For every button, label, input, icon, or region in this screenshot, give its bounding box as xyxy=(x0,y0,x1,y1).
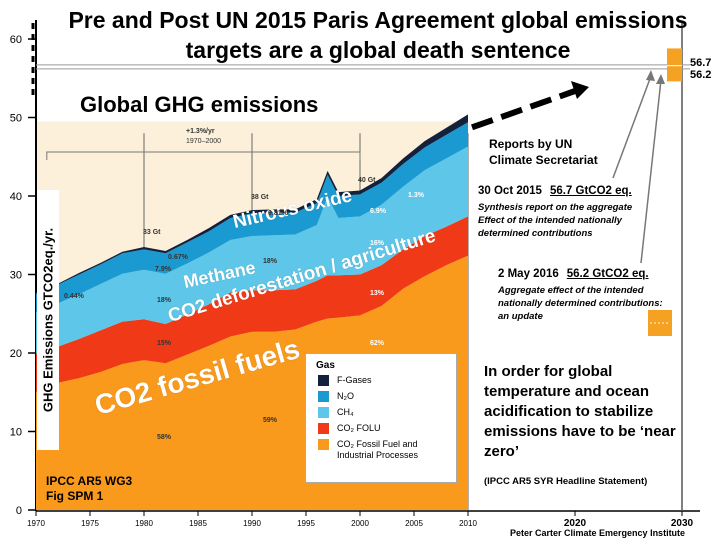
x-tick-label-1980: 1980 xyxy=(135,519,153,528)
legend-item-fgases: F-Gases xyxy=(318,375,456,386)
y-axis-label: GHG Emissions GTCO2eq./yr. xyxy=(40,227,56,413)
x-tick-label-1975: 1975 xyxy=(81,519,99,528)
share-extra-2: 1.3% xyxy=(408,192,424,199)
pointer-line-2 xyxy=(640,79,662,264)
source-line-1: IPCC AR5 WG3 xyxy=(46,474,133,488)
ipcc-statement: In order for global temperature and ocea… xyxy=(484,363,676,460)
share-1970-n2o: 0.44% xyxy=(64,293,84,300)
x-tick-label-1970: 1970 xyxy=(27,519,45,528)
legend-swatch-ch4 xyxy=(318,407,329,418)
legend-item-ch4: CH₄ xyxy=(318,407,456,418)
share-1980-folu: 15% xyxy=(157,340,172,347)
total-2000: 40 Gt xyxy=(358,177,376,184)
total-1980: 33 Gt xyxy=(143,229,161,236)
legend-item-n2o: N₂O xyxy=(318,391,456,402)
source-label: IPCC AR5 WG3 Fig SPM 1 xyxy=(46,474,132,504)
x-tick-label-2020: 2020 xyxy=(564,518,587,529)
y-tick-label-10: 10 xyxy=(10,427,22,439)
credit: Peter Carter Climate Emergency Institute xyxy=(510,528,686,538)
report-2-desc-3: an update xyxy=(498,311,543,322)
share-2000-fossil: 62% xyxy=(370,340,385,347)
legend-label-co2-folu: CO₂ FOLU xyxy=(337,423,381,433)
share-1990-n2o: 0.81% xyxy=(268,210,288,217)
chart-heading: Global GHG emissions xyxy=(80,92,319,117)
legend-item-co2-fossil: CO₂ Fossil Fuel and Industrial Processes xyxy=(318,439,456,461)
pointer-line-1 xyxy=(612,75,652,179)
y-tick-label-20: 20 xyxy=(10,348,22,360)
legend-label-co2-fossil: CO₂ Fossil Fuel and Industrial Processes xyxy=(337,439,419,460)
share-2000-folu: 13% xyxy=(370,290,385,297)
share-1980-fossil: 58% xyxy=(157,434,172,441)
reports-heading-line-2: Climate Secretariat xyxy=(489,153,598,167)
report-1-desc-1: Synthesis report on the aggregate xyxy=(478,202,633,213)
legend-title: Gas xyxy=(316,360,335,371)
report-2-date: 2 May 2016 xyxy=(498,268,559,280)
x-tick-label-1990: 1990 xyxy=(243,519,261,528)
x-tick-label-2000: 2000 xyxy=(351,519,369,528)
legend-item-co2-folu: CO₂ FOLU xyxy=(318,423,456,434)
share-2000-n2o: 6.9% xyxy=(370,208,386,215)
area-series-1 xyxy=(36,216,468,392)
title-line-2: targets are a global death sentence xyxy=(185,37,571,63)
reports-heading: Reports by UN Climate Secretariat xyxy=(489,136,598,168)
area-series-4 xyxy=(36,114,468,294)
legend-swatch-fgases xyxy=(318,375,329,386)
report-oct-2015: 30 Oct 2015 56.7 GtCO2 eq. Synthesis repo… xyxy=(478,183,688,240)
share-1980-n2o: 7.9% xyxy=(155,266,171,273)
total-1990: 38 Gt xyxy=(251,194,269,201)
legend: Gas F-Gases N₂O CH₄ CO₂ FOLU CO₂ Fossil … xyxy=(305,353,457,483)
x-tick-label-2030: 2030 xyxy=(671,518,694,529)
reports-heading-line-1: Reports by UN xyxy=(489,137,573,151)
projection-arrow-head xyxy=(571,81,589,99)
y-tick-label-0: 0 xyxy=(16,505,22,517)
projection-arrow-line xyxy=(471,88,576,131)
target-value-1: 56.7 xyxy=(690,57,712,69)
share-1990-ch4: 18% xyxy=(263,258,278,265)
x-tick-label-2010: 2010 xyxy=(459,519,477,528)
pointer-head-1 xyxy=(646,70,655,81)
y-tick-label-60: 60 xyxy=(10,34,22,46)
legend-label-ch4: CH₄ xyxy=(337,407,354,417)
report-2-desc-2: nationally determined contributions: xyxy=(498,298,663,309)
x-tick-label-1985: 1985 xyxy=(189,519,207,528)
share-extra-1: 0.67% xyxy=(168,254,188,261)
title-line-1: Pre and Post UN 2015 Paris Agreement glo… xyxy=(68,7,688,33)
y-tick-label-50: 50 xyxy=(10,113,22,125)
pointer-head-2 xyxy=(656,74,665,84)
report-1-desc-3: determined contributions xyxy=(478,228,593,239)
report-1-date: 30 Oct 2015 xyxy=(478,185,542,197)
legend-label-n2o: N₂O xyxy=(337,391,354,401)
share-2000-ch4: 16% xyxy=(370,240,385,247)
legend-swatch-co2-folu xyxy=(318,423,329,434)
rate-note-2: 1970–2000 xyxy=(186,138,222,145)
target-value-2: 56.2 xyxy=(690,69,712,81)
source-line-2: Fig SPM 1 xyxy=(46,489,104,503)
x-tick-label-1995: 1995 xyxy=(297,519,315,528)
x-tick-label-2005: 2005 xyxy=(405,519,423,528)
y-axis-label-box: GHG Emissions GTCO2eq./yr. xyxy=(37,190,59,450)
slide-title: Pre and Post UN 2015 Paris Agreement glo… xyxy=(36,5,720,65)
legend-swatch-co2-fossil xyxy=(318,439,329,450)
rate-note-1: +1.3%/yr xyxy=(186,128,215,135)
report-may-2016: 2 May 2016 56.2 GtCO2 eq. Aggregate effec… xyxy=(498,266,694,323)
report-2-desc-1: Aggregate effect of the intended xyxy=(498,285,644,296)
legend-swatch-n2o xyxy=(318,391,329,402)
share-1990-fossil: 59% xyxy=(263,417,278,424)
report-2-value: 56.2 GtCO2 eq. xyxy=(566,268,649,280)
legend-label-fgases: F-Gases xyxy=(337,375,372,385)
share-1980-ch4: 18% xyxy=(157,297,172,304)
area-series-2 xyxy=(36,146,468,354)
area-series-3 xyxy=(36,122,468,313)
growth-bracket xyxy=(46,151,361,160)
report-1-desc-2: Effect of the intended nationally xyxy=(478,215,622,226)
y-tick-label-30: 30 xyxy=(10,270,22,282)
y-tick-label-40: 40 xyxy=(10,191,22,203)
ipcc-statement-source: (IPCC AR5 SYR Headline Statement) xyxy=(484,476,648,487)
target-marker xyxy=(667,48,682,82)
report-1-value: 56.7 GtCO2 eq. xyxy=(549,185,632,197)
